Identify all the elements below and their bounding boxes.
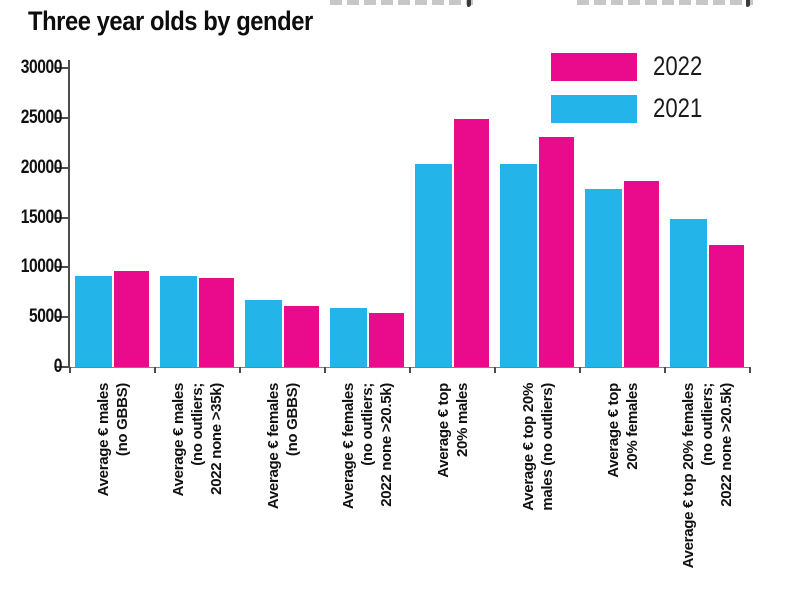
bar-2021-group-3: [245, 300, 282, 367]
cropped-text-comma: [746, 0, 750, 7]
category-label-line: 2022 none >35k): [208, 383, 225, 495]
y-axis-tick: [56, 266, 68, 268]
bar-2022-group-8: [709, 245, 744, 367]
y-axis-tick: [56, 117, 68, 119]
y-axis-tick: [56, 366, 68, 368]
cropped-text-comma: [467, 0, 471, 7]
category-label: Average € females (no GBBS): [264, 383, 302, 605]
legend-label-2022: 2022: [653, 51, 703, 81]
category-label-line: (no outliers;: [359, 383, 376, 466]
category-label-line: Average € females: [340, 383, 357, 510]
bar-2021-group-2: [160, 276, 197, 367]
category-label-line: 2022 none >20.5k): [718, 383, 735, 507]
category-label: Average € top 20% females: [604, 383, 642, 605]
category-label: Average € top 20% males (no outliers): [519, 383, 557, 605]
category-label-line: (no outliers;: [699, 383, 716, 466]
category-label: Average € males (no outliers; 2022 none >3…: [169, 383, 226, 605]
x-axis-tick: [69, 367, 71, 373]
y-tick-label: 25000: [20, 107, 63, 128]
category-label: Average € females (no outliers; 2022 none …: [339, 383, 396, 605]
bar-2021-group-7: [585, 189, 622, 367]
bar-2022-group-1: [114, 271, 149, 367]
legend-swatch-2021: [551, 95, 637, 123]
category-label-line: Average € top: [604, 383, 622, 478]
legend-swatch-2022: [551, 53, 637, 81]
y-axis-tick: [56, 217, 68, 219]
x-axis-tick: [664, 367, 666, 373]
x-axis-tick: [324, 367, 326, 373]
category-label-line: Average € females: [264, 383, 282, 510]
x-axis-tick: [579, 367, 581, 373]
y-tick-label: 15000: [20, 207, 63, 228]
bar-2022-group-2: [199, 278, 234, 367]
bar-2021-group-8: [670, 219, 707, 367]
category-label-line: 20% males: [453, 383, 471, 458]
chart-title: Three year olds by gender: [28, 6, 313, 36]
bar-2022-group-7: [624, 181, 659, 367]
cropped-text-fragment: [330, 0, 473, 5]
category-label-line: (no outliers;: [189, 383, 206, 466]
category-label: Average € top 20% females (no outliers; 20…: [679, 383, 736, 605]
category-label-line: Average € males: [170, 383, 187, 497]
legend-label-2021: 2021: [653, 93, 703, 123]
category-label: Average € males (no GBBS): [94, 383, 132, 605]
y-tick-label: 10000: [20, 256, 63, 277]
y-tick-label: 30000: [20, 57, 63, 78]
category-label-line: 20% females: [623, 383, 641, 470]
x-axis-tick: [494, 367, 496, 373]
bar-2021-group-6: [500, 164, 537, 367]
y-axis-tick: [56, 316, 68, 318]
bar-2022-group-4: [369, 313, 404, 367]
category-label-line: (no GBBS): [113, 383, 131, 457]
category-label-line: (no GBBS): [283, 383, 301, 457]
y-axis: [68, 60, 70, 368]
category-label: Average € top 20% males: [434, 383, 472, 605]
y-axis-tick: [56, 67, 68, 69]
category-label-line: Average € males: [94, 383, 112, 497]
y-tick-label: 0: [53, 356, 63, 377]
cropped-text-fragment: [577, 0, 753, 5]
x-axis-tick: [154, 367, 156, 373]
x-axis-tick: [749, 367, 751, 373]
y-tick-label: 20000: [20, 157, 63, 178]
bar-2021-group-4: [330, 308, 367, 367]
y-axis-tick: [56, 167, 68, 169]
category-label-line: males (no outliers): [538, 383, 556, 511]
x-axis-tick: [409, 367, 411, 373]
bar-2022-group-6: [539, 137, 574, 367]
category-label-line: 2022 none >20.5k): [378, 383, 395, 507]
y-tick-label: 5000: [28, 306, 62, 327]
category-label-line: Average € top 20%: [519, 383, 537, 511]
bar-2022-group-3: [284, 306, 319, 367]
bar-2021-group-5: [415, 164, 452, 367]
category-label-line: Average € top 20% females: [680, 383, 697, 569]
x-axis-tick: [239, 367, 241, 373]
category-label-line: Average € top: [434, 383, 452, 478]
bar-2021-group-1: [75, 276, 112, 367]
bar-2022-group-5: [454, 119, 489, 367]
